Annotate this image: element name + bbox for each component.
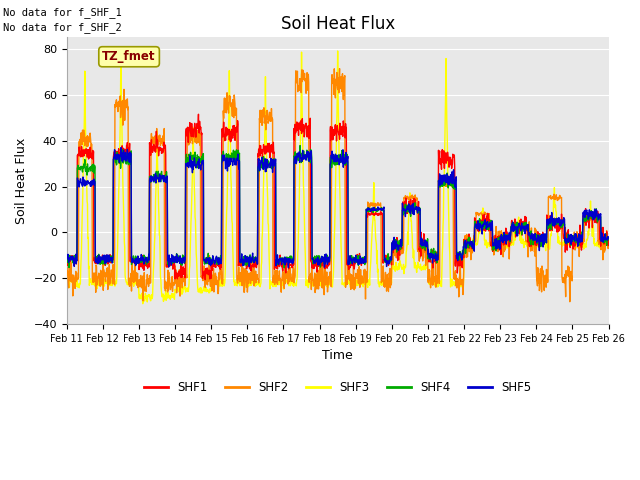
X-axis label: Time: Time <box>323 349 353 362</box>
SHF4 <box>557 225 565 230</box>
SHF5 <box>285 265 292 271</box>
SHF2 <box>605 241 612 247</box>
Legend: SHF1, SHF2, SHF3, SHF4, SHF5: SHF1, SHF2, SHF3, SHF4, SHF5 <box>140 376 536 398</box>
SHF2 <box>63 264 70 270</box>
SHF2 <box>182 272 190 277</box>
Line: SHF5: SHF5 <box>67 148 609 268</box>
Line: SHF2: SHF2 <box>67 69 609 302</box>
SHF5 <box>117 145 125 151</box>
SHF3 <box>276 278 284 284</box>
Y-axis label: Soil Heat Flux: Soil Heat Flux <box>15 138 28 224</box>
SHF1 <box>511 228 518 233</box>
SHF5 <box>183 161 191 167</box>
SHF3 <box>422 267 429 273</box>
SHF4 <box>275 259 283 264</box>
SHF4 <box>289 257 297 263</box>
SHF1 <box>195 111 202 117</box>
SHF1 <box>202 277 209 283</box>
SHF2 <box>557 195 564 201</box>
SHF1 <box>182 126 190 132</box>
Title: Soil Heat Flux: Soil Heat Flux <box>280 15 395 33</box>
SHF2 <box>510 221 518 227</box>
Text: No data for f_SHF_2: No data for f_SHF_2 <box>3 22 122 33</box>
SHF2 <box>336 66 344 72</box>
SHF3 <box>557 239 565 245</box>
SHF1 <box>422 248 429 253</box>
SHF4 <box>182 151 190 157</box>
SHF2 <box>566 299 573 305</box>
SHF4 <box>296 143 304 148</box>
SHF4 <box>511 221 518 227</box>
SHF4 <box>422 247 429 253</box>
SHF3 <box>63 280 70 286</box>
SHF3 <box>605 241 612 247</box>
SHF4 <box>280 265 288 271</box>
SHF5 <box>289 260 297 265</box>
SHF2 <box>421 240 429 246</box>
SHF1 <box>557 221 565 227</box>
SHF4 <box>63 257 70 263</box>
SHF2 <box>275 268 283 274</box>
Line: SHF4: SHF4 <box>67 145 609 268</box>
SHF3 <box>183 287 191 292</box>
SHF3 <box>289 279 297 285</box>
SHF1 <box>63 259 70 264</box>
Text: TZ_fmet: TZ_fmet <box>102 50 156 63</box>
Line: SHF1: SHF1 <box>67 114 609 280</box>
SHF1 <box>605 237 612 242</box>
SHF5 <box>63 252 70 258</box>
SHF5 <box>605 235 612 240</box>
SHF4 <box>605 237 612 242</box>
Line: SHF3: SHF3 <box>67 51 609 304</box>
SHF1 <box>276 252 284 258</box>
SHF3 <box>139 301 147 307</box>
SHF3 <box>511 230 518 236</box>
SHF2 <box>289 278 296 284</box>
SHF5 <box>422 240 429 246</box>
SHF5 <box>557 222 565 228</box>
SHF5 <box>511 225 518 231</box>
Text: No data for f_SHF_1: No data for f_SHF_1 <box>3 7 122 18</box>
SHF1 <box>289 259 297 264</box>
SHF3 <box>334 48 342 54</box>
SHF5 <box>276 256 284 262</box>
